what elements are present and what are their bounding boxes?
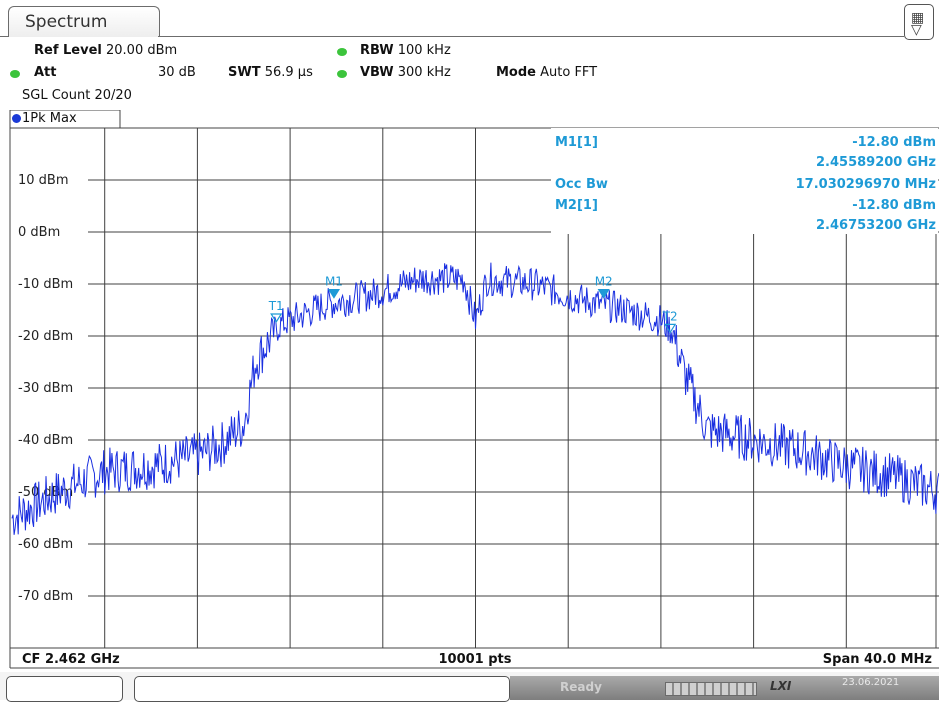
swt-setting[interactable]: SWT 56.9 µs xyxy=(228,65,313,80)
vbw-indicator-icon xyxy=(337,70,347,78)
y-tick-label: -20 dBm xyxy=(18,329,73,344)
rbw-label: RBW xyxy=(360,43,394,58)
marker-table-name: M1[1] xyxy=(555,135,598,150)
marker-table-name: M2[1] xyxy=(555,198,598,213)
ref-level-label: Ref Level xyxy=(34,43,102,58)
softkey-left[interactable] xyxy=(6,676,123,702)
footer-points: 10001 pts xyxy=(438,652,511,667)
att-label: Att xyxy=(34,65,57,80)
rbw-setting[interactable]: RBW 100 kHz xyxy=(360,43,451,58)
marker-t1-label: T1 xyxy=(268,299,284,313)
rbw-value: 100 kHz xyxy=(397,43,451,58)
window-menu-icon: ▦ ▽ xyxy=(911,10,925,38)
marker-m1-triangle[interactable] xyxy=(327,288,341,299)
y-tick-label: -60 dBm xyxy=(18,537,73,552)
trace-header[interactable]: 1Pk Max xyxy=(12,111,77,126)
trace-label: 1Pk Max xyxy=(22,111,77,126)
marker-m2-label: M2 xyxy=(595,275,613,289)
vbw-label: VBW xyxy=(360,65,394,80)
ref-level-setting[interactable]: Ref Level 20.00 dBm xyxy=(34,43,177,58)
y-tick-label: -10 dBm xyxy=(18,277,73,292)
marker-table-value: 17.030296970 MHz xyxy=(796,177,936,192)
marker-tags: M1 M2 T1 T2 xyxy=(268,275,678,334)
status-message-box xyxy=(134,676,510,702)
y-tick-label: -40 dBm xyxy=(18,433,73,448)
marker-table-value: 2.46753200 GHz xyxy=(816,218,936,233)
marker-t2-label: T2 xyxy=(662,309,678,323)
ready-status: Ready xyxy=(560,680,602,694)
marker-table: M1[1] -12.80 dBm 2.45589200 GHz Occ Bw 17.03… xyxy=(555,135,936,233)
att-value: 30 dB xyxy=(158,65,196,80)
marker-table-value: 2.45589200 GHz xyxy=(816,155,936,170)
marker-m1-label: M1 xyxy=(325,275,343,289)
rbw-indicator-icon xyxy=(337,48,347,56)
mode-setting[interactable]: Mode Auto FFT xyxy=(496,65,597,80)
tab-spectrum[interactable]: Spectrum xyxy=(8,6,160,37)
status-date: 23.06.2021 xyxy=(842,677,900,688)
mode-value: Auto FFT xyxy=(540,65,598,80)
ref-level-value: 20.00 dBm xyxy=(106,43,178,58)
tab-underline-left xyxy=(0,36,8,37)
marker-t2-triangle[interactable] xyxy=(664,323,677,334)
att-label-setting[interactable]: Att xyxy=(34,65,57,80)
tab-spectrum-label: Spectrum xyxy=(25,12,108,32)
y-tick-label: -30 dBm xyxy=(18,381,73,396)
progress-indicator xyxy=(665,682,757,696)
vbw-setting[interactable]: VBW 300 kHz xyxy=(360,65,451,80)
spectrum-plot[interactable]: 10 dBm 0 dBm -10 dBm -20 dBm -30 dBm -40 dBm -… xyxy=(0,110,939,670)
trace-dot-icon xyxy=(12,114,21,123)
marker-table-backdrop xyxy=(551,128,938,234)
footer-center-frequency: CF 2.462 GHz xyxy=(22,652,120,667)
tab-underline xyxy=(158,36,904,37)
mode-label: Mode xyxy=(496,65,536,80)
trace-line xyxy=(11,262,939,535)
y-tick-label: -70 dBm xyxy=(18,589,73,604)
marker-table-value: -12.80 dBm xyxy=(852,135,936,150)
vbw-value: 300 kHz xyxy=(397,65,451,80)
att-indicator-icon xyxy=(10,70,20,78)
window-menu-button[interactable]: ▦ ▽ xyxy=(904,4,934,40)
swt-value: 56.9 µs xyxy=(264,65,313,80)
y-tick-label: 0 dBm xyxy=(18,225,60,240)
marker-table-name: Occ Bw xyxy=(555,177,608,192)
swt-label: SWT xyxy=(228,65,261,80)
marker-t1-triangle[interactable] xyxy=(270,313,283,324)
marker-m2-triangle[interactable] xyxy=(597,288,610,299)
y-tick-label: 10 dBm xyxy=(18,173,69,188)
footer-span: Span 40.0 MHz xyxy=(823,652,932,667)
marker-table-value: -12.80 dBm xyxy=(852,198,936,213)
lxi-logo-icon: LXI xyxy=(770,679,792,693)
y-axis-labels: 10 dBm 0 dBm -10 dBm -20 dBm -30 dBm -40 dBm -… xyxy=(18,173,73,604)
sgl-count: SGL Count 20/20 xyxy=(22,88,132,103)
